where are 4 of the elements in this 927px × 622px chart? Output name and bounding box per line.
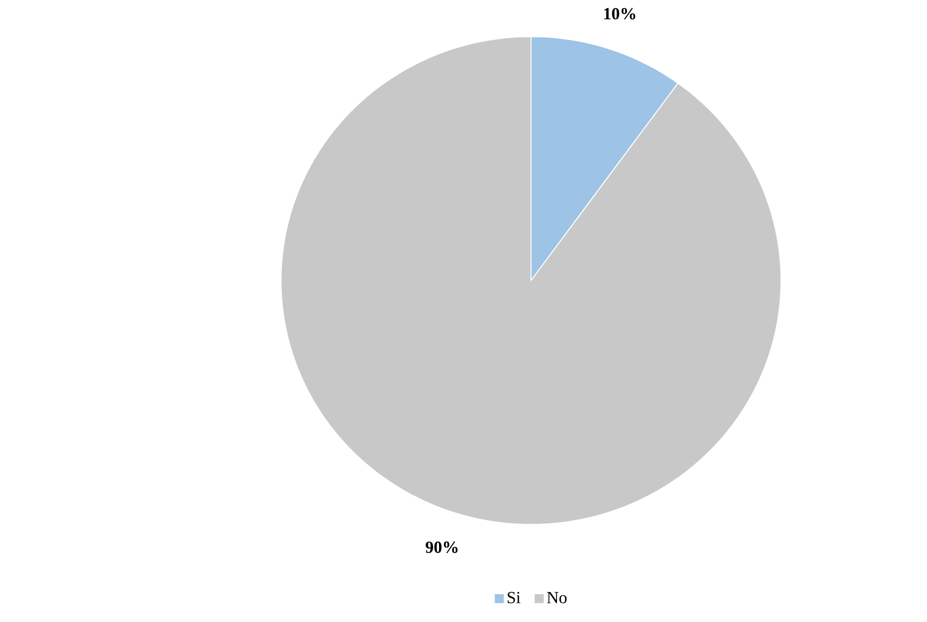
data-label: 10% <box>604 8 636 20</box>
legend-label: Si <box>508 592 520 604</box>
data-label: 90% <box>426 542 458 554</box>
legend-label: No <box>547 592 567 604</box>
